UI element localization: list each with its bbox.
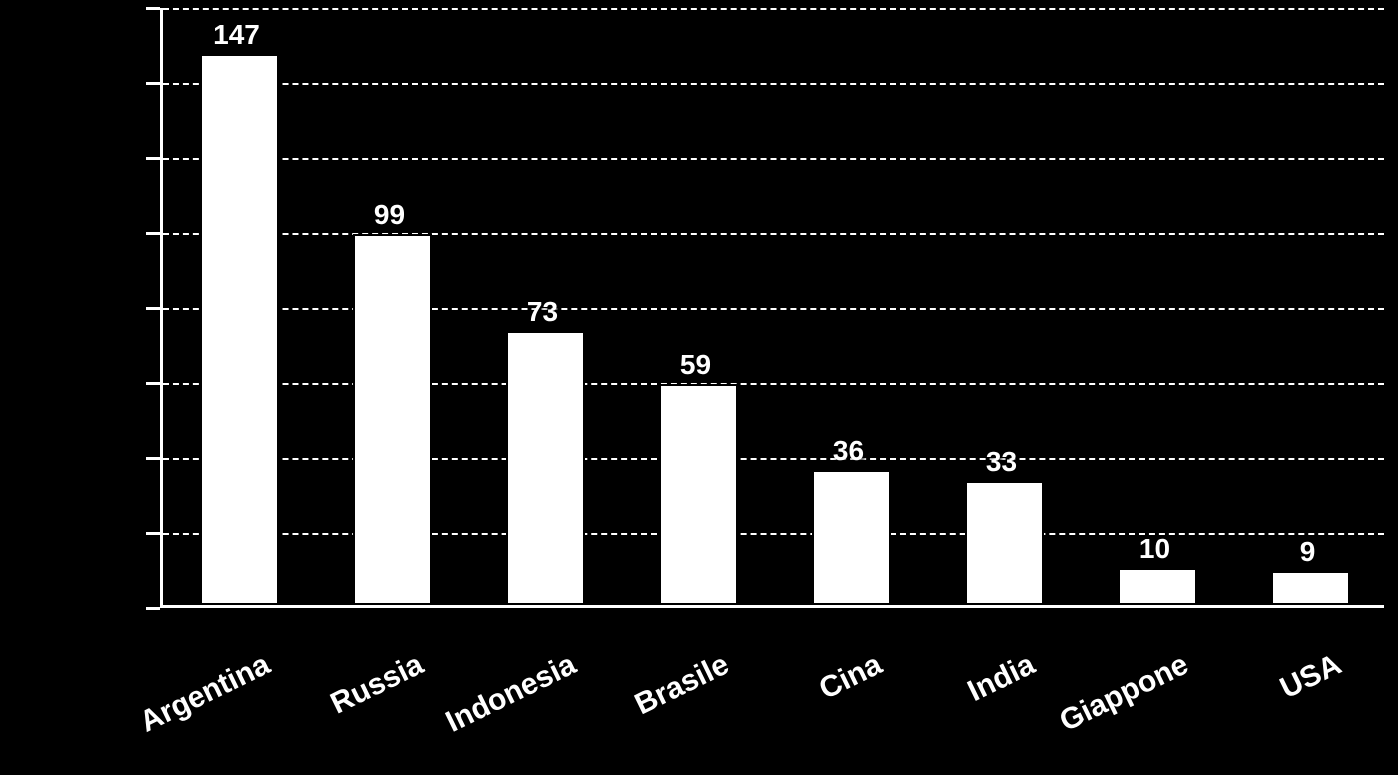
bar-value-label: 147: [160, 19, 313, 51]
grid-line: [163, 158, 1384, 160]
category-label: Argentina: [135, 648, 276, 740]
y-tick: [146, 307, 160, 310]
bar: [812, 470, 890, 605]
category-label: Giappone: [1055, 648, 1194, 739]
y-tick: [146, 607, 160, 610]
y-tick: [146, 82, 160, 85]
bar-value-label: 99: [313, 199, 466, 231]
bar-chart: 147 Argentina 99 Russia 73 Indonesia 59 Brasile…: [0, 0, 1398, 775]
y-tick: [146, 382, 160, 385]
bar-value-label: 36: [772, 435, 925, 467]
bar: [353, 234, 431, 605]
bar-value-label: 9: [1231, 536, 1384, 568]
category-label: India: [963, 648, 1041, 709]
grid-line: [163, 8, 1384, 10]
y-tick: [146, 457, 160, 460]
y-tick: [146, 232, 160, 235]
bar: [965, 481, 1043, 605]
plot-area: [160, 8, 1384, 608]
bar: [1271, 571, 1349, 605]
grid-line: [163, 83, 1384, 85]
y-tick: [146, 532, 160, 535]
y-tick: [146, 157, 160, 160]
bar-value-label: 10: [1078, 533, 1231, 565]
category-label: Cina: [815, 648, 888, 707]
bar: [506, 331, 584, 605]
bar-value-label: 59: [619, 349, 772, 381]
bar: [1118, 568, 1196, 606]
bar-value-label: 73: [466, 296, 619, 328]
category-label: Indonesia: [441, 648, 582, 740]
bar: [659, 384, 737, 605]
bar-value-label: 33: [925, 446, 1078, 478]
category-label: Brasile: [630, 648, 735, 722]
y-tick: [146, 7, 160, 10]
category-label: USA: [1275, 648, 1347, 706]
category-label: Russia: [326, 648, 429, 722]
grid-line: [163, 233, 1384, 235]
bar: [200, 54, 278, 605]
grid-line: [163, 308, 1384, 310]
grid-line: [163, 383, 1384, 385]
